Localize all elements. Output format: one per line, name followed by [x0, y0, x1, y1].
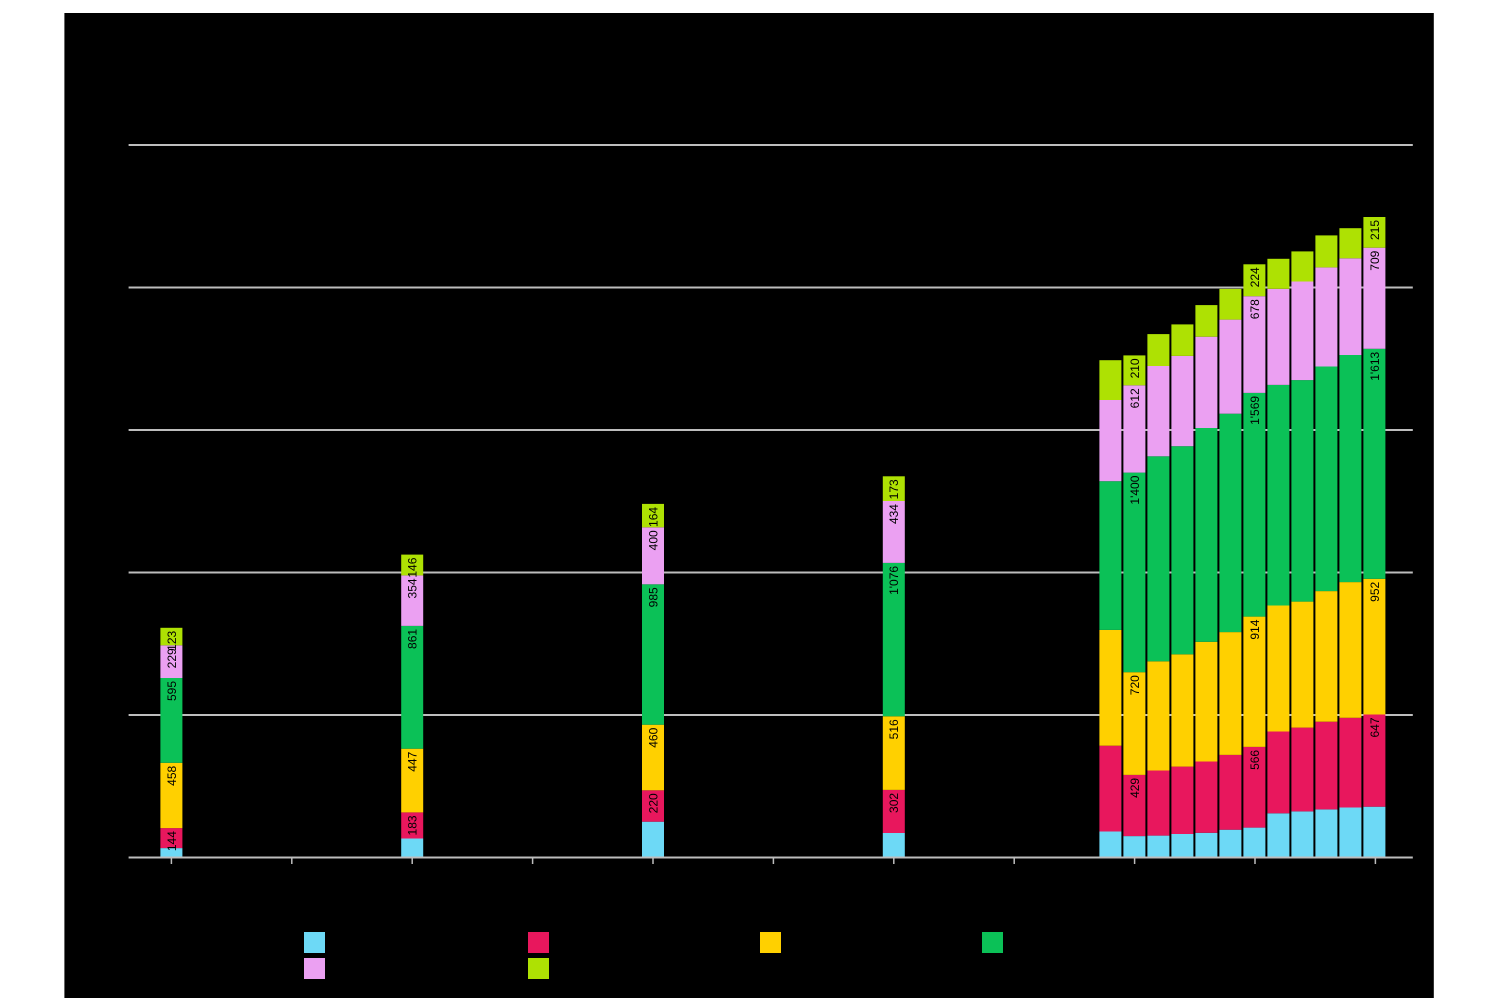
svg-text:1'076: 1'076 [887, 566, 901, 595]
svg-text:985: 985 [646, 587, 660, 607]
svg-text:400: 400 [646, 530, 660, 550]
svg-text:952: 952 [1368, 581, 1382, 601]
svg-text:516: 516 [887, 719, 901, 739]
svg-text:144: 144 [165, 831, 179, 851]
svg-text:146: 146 [406, 557, 420, 577]
svg-text:429: 429 [1128, 778, 1142, 798]
svg-text:647: 647 [1368, 717, 1382, 737]
svg-text:123: 123 [165, 630, 179, 650]
svg-text:210: 210 [1128, 358, 1142, 378]
svg-text:302: 302 [887, 793, 901, 813]
svg-text:612: 612 [1128, 388, 1142, 408]
svg-text:224: 224 [1248, 267, 1262, 287]
svg-text:183: 183 [406, 815, 420, 835]
svg-text:1'400: 1'400 [1128, 475, 1142, 504]
svg-text:678: 678 [1248, 299, 1262, 319]
svg-text:164: 164 [646, 507, 660, 527]
svg-text:861: 861 [406, 629, 420, 649]
svg-text:1'569: 1'569 [1248, 396, 1262, 425]
svg-text:229: 229 [165, 648, 179, 668]
svg-text:566: 566 [1248, 750, 1262, 770]
svg-text:220: 220 [646, 793, 660, 813]
svg-text:460: 460 [646, 727, 660, 747]
svg-text:458: 458 [165, 765, 179, 785]
svg-text:354: 354 [406, 578, 420, 598]
svg-text:914: 914 [1248, 619, 1262, 639]
svg-text:215: 215 [1368, 220, 1382, 240]
svg-text:709: 709 [1368, 250, 1382, 270]
svg-text:447: 447 [406, 751, 420, 771]
svg-text:173: 173 [887, 479, 901, 499]
svg-text:1'613: 1'613 [1368, 351, 1382, 380]
svg-text:595: 595 [165, 681, 179, 701]
svg-text:434: 434 [887, 504, 901, 524]
svg-text:720: 720 [1128, 675, 1142, 695]
